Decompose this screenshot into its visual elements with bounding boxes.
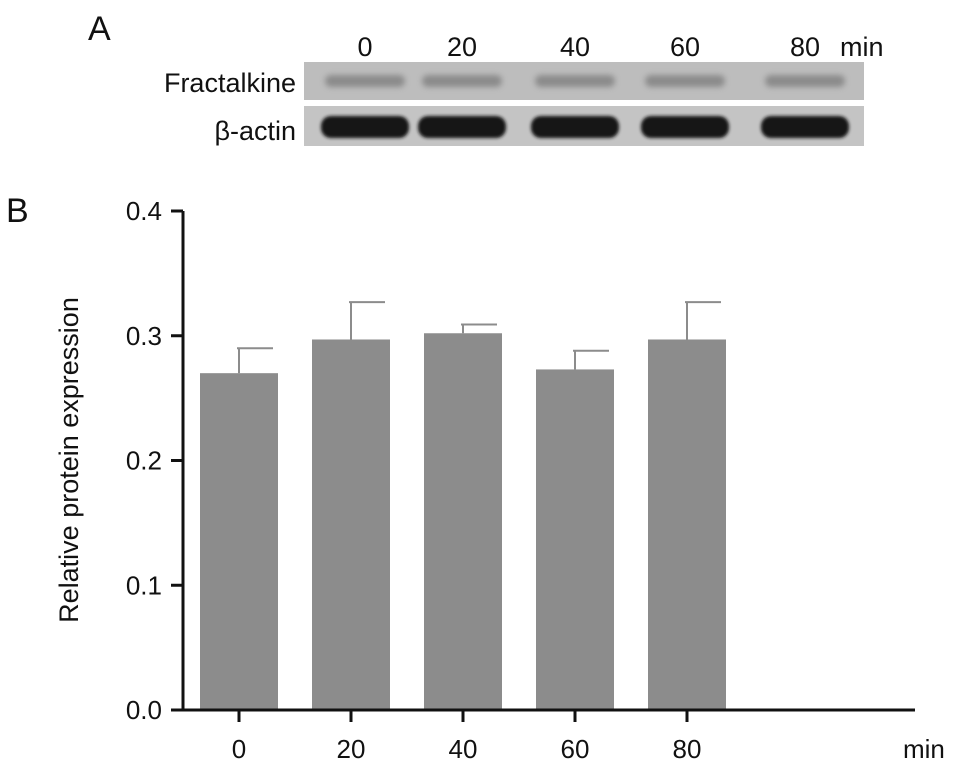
y-tick-label: 0.1: [126, 570, 162, 600]
y-axis-ticks: 0.0 0.1 0.2 0.3 0.4: [126, 196, 183, 725]
panel-a: A 0 20 40 60 80 min Fractalkine β-actin: [88, 10, 884, 146]
blot-band-beta-actin: [321, 116, 409, 138]
bar: [312, 339, 390, 710]
blot-row-label-beta-actin: β-actin: [214, 116, 296, 146]
error-bars: [237, 301, 721, 374]
x-tick-label: 20: [337, 734, 366, 764]
blot-band-fractalkine: [765, 75, 845, 87]
x-tick-label: 80: [673, 734, 702, 764]
bar: [200, 373, 278, 710]
blot-band-fractalkine: [645, 75, 725, 87]
blot-lane-label: 60: [670, 32, 700, 62]
x-tick-label: 60: [561, 734, 590, 764]
y-axis-title: Relative protein expression: [54, 297, 84, 623]
blot-band-fractalkine: [535, 75, 615, 87]
y-tick-label: 0.4: [126, 196, 162, 226]
panel-a-label: A: [88, 10, 111, 48]
blot-lane-label: 80: [790, 32, 820, 62]
bar: [424, 333, 502, 710]
blot-bands-beta-actin: [321, 116, 849, 138]
blot-lane-labels: 0 20 40 60 80 min: [357, 32, 883, 62]
blot-band-fractalkine: [325, 75, 405, 87]
x-tick-label: 0: [232, 734, 246, 764]
blot-lane-label: 0: [357, 32, 372, 62]
panel-b: B Relative protein expression 0.00.10.20…: [6, 192, 945, 764]
x-axis-unit-label: min: [903, 734, 945, 764]
blot-unit-label: min: [840, 32, 884, 62]
y-tick-label: 0.3: [126, 321, 162, 351]
bars: [200, 333, 726, 710]
x-axis-ticks: 0 20 40 60 80: [232, 710, 702, 764]
blot-band-beta-actin: [641, 116, 729, 138]
blot-bands-fractalkine: [325, 75, 845, 87]
x-tick-label: 40: [449, 734, 478, 764]
blot-lane-label: 40: [560, 32, 590, 62]
panel-b-label: B: [6, 192, 29, 230]
bar: [648, 339, 726, 710]
blot-band-beta-actin: [531, 116, 619, 138]
bar: [536, 369, 614, 710]
blot-lane-label: 20: [447, 32, 477, 62]
blot-band-fractalkine: [422, 75, 502, 87]
blot-band-beta-actin: [418, 116, 506, 138]
y-tick-label: 0.0: [126, 695, 162, 725]
y-tick-label: 0.2: [126, 446, 162, 476]
blot-row-label-fractalkine: Fractalkine: [164, 68, 296, 98]
blot-band-beta-actin: [761, 116, 849, 138]
